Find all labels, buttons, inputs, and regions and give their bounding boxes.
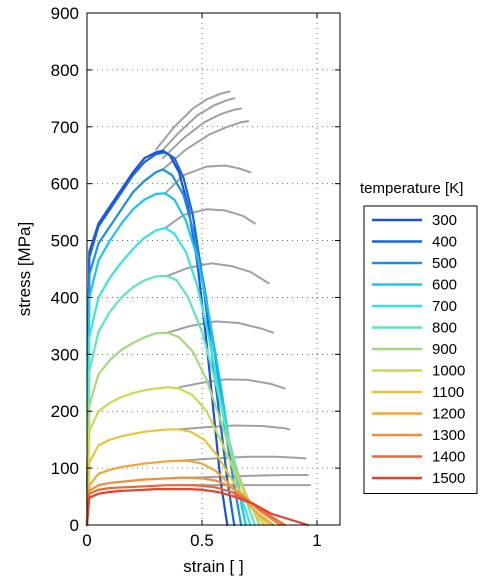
- reference-curve: [161, 120, 249, 171]
- y-tick-label: 900: [51, 4, 79, 23]
- y-tick-label: 300: [51, 345, 79, 364]
- y-tick-label: 400: [51, 288, 79, 307]
- legend-label-400: 400: [432, 234, 457, 251]
- y-tick-label: 600: [51, 175, 79, 194]
- series-line-500: [85, 168, 243, 527]
- y-tick-label: 700: [51, 118, 79, 137]
- legend-label-600: 600: [432, 277, 457, 294]
- reference-curve: [189, 473, 309, 479]
- series-line-1000: [85, 386, 266, 527]
- y-tick-label: 500: [51, 232, 79, 251]
- y-tick-label: 0: [70, 516, 79, 535]
- series-line-1100: [85, 428, 270, 527]
- x-tick-label: 0: [82, 531, 91, 550]
- legend-label-1000: 1000: [432, 363, 465, 380]
- legend-label-1400: 1400: [432, 449, 465, 466]
- grid: [87, 13, 340, 525]
- x-axis-label: strain [ ]: [183, 557, 243, 576]
- legend-label-1200: 1200: [432, 406, 465, 423]
- legend-label-700: 700: [432, 298, 457, 315]
- y-tick-label: 200: [51, 402, 79, 421]
- legend-label-800: 800: [432, 320, 457, 337]
- x-tick-label: 1: [312, 531, 321, 550]
- series-line-600: [85, 192, 247, 527]
- y-tick-label: 100: [51, 459, 79, 478]
- axes-box: [86, 12, 341, 526]
- reference-curve: [164, 208, 256, 230]
- series-line-800: [85, 274, 256, 527]
- legend-label-1100: 1100: [432, 384, 464, 401]
- reference-curve: [159, 97, 236, 154]
- legend-title: temperature [K]: [360, 180, 463, 197]
- x-tick-label: 0.5: [190, 531, 214, 550]
- reference-curve: [178, 424, 291, 431]
- series-line-300: [85, 149, 229, 527]
- legend-label-300: 300: [432, 212, 457, 229]
- reference-curve: [155, 90, 231, 151]
- reference-curve: [166, 262, 270, 285]
- legend-label-1300: 1300: [432, 427, 465, 444]
- legend-label-900: 900: [432, 341, 457, 358]
- reference-curve: [178, 378, 286, 390]
- series-line-1300: [85, 476, 282, 527]
- reference-curve: [161, 107, 243, 160]
- legend-label-500: 500: [432, 255, 457, 272]
- reference-curve: [166, 320, 275, 334]
- series-line-1400: [85, 484, 286, 527]
- y-axis-label: stress [MPa]: [15, 222, 34, 316]
- series-line-1500: [85, 488, 309, 527]
- legend-items: 300 400 500 600 700 800 900 1000 1100 1200 1300 140…: [372, 212, 465, 487]
- y-tick-label: 800: [51, 61, 79, 80]
- legend: temperature [K] 300 400 500 600 700 800 900 100…: [360, 180, 478, 494]
- reference-curve: [178, 455, 307, 462]
- series-line-900: [85, 331, 261, 527]
- ticks: 0 0.5 1 0 100 200 300 400 500 600 700 800 900: [51, 4, 340, 550]
- legend-label-1500: 1500: [432, 470, 465, 487]
- series-layer: [85, 90, 312, 527]
